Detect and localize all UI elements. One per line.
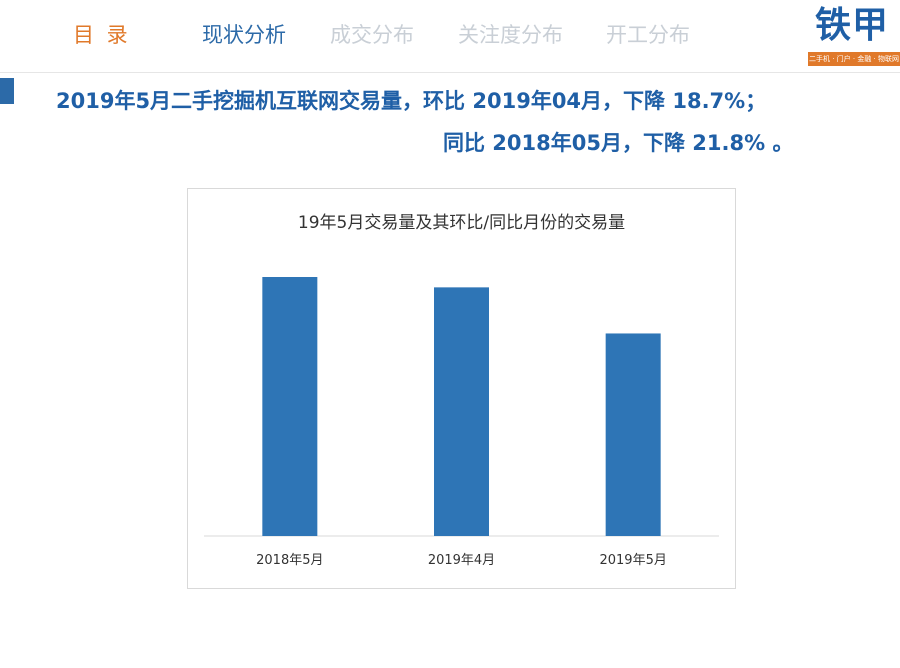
bar-1 [262,277,318,536]
headline-line-1: 2019年5月二手挖掘机互联网交易量，环比 2019年04月，下降 18.7%； [56,89,767,113]
x-tick-label-1: 2018年5月 [256,553,323,568]
nav-item-deal-distribution[interactable]: 成交分布 [330,23,414,47]
section-accent-marker [0,78,14,104]
bar-chart: 2018年5月 2019年4月 2019年5月 [204,277,719,568]
nav-item-attention-distribution[interactable]: 关注度分布 [458,23,563,47]
bar-3 [605,333,661,536]
x-tick-label-2: 2019年4月 [428,553,495,568]
logo-tagline: 二手机 · 门户 · 金融 · 物联网 [808,52,900,66]
logo-wordmark: 铁甲 [814,5,889,46]
x-tick-label-3: 2019年5月 [599,553,666,568]
chart-frame: 19年5月交易量及其环比/同比月份的交易量 2018年5月 2019年4月 2019… [187,188,736,589]
nav-item-operation-distribution[interactable]: 开工分布 [606,23,690,47]
headline-line-2: 同比 2018年05月，下降 21.8% 。 [443,131,794,155]
header-divider [0,72,900,73]
nav-item-toc[interactable]: 目 录 [73,23,131,47]
nav-item-status-analysis[interactable]: 现状分析 [202,23,286,47]
chart-title: 19年5月交易量及其环比/同比月份的交易量 [297,213,626,233]
top-nav: 目 录 现状分析 成交分布 关注度分布 开工分布 [0,18,780,58]
bar-2 [434,287,489,536]
brand-logo: 铁甲 二手机 · 门户 · 金融 · 物联网 [804,4,900,74]
